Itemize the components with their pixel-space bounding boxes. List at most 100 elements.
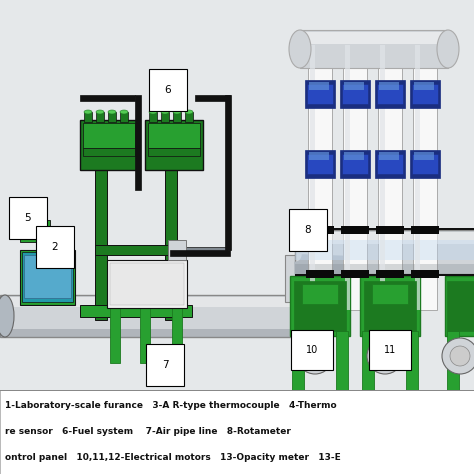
Bar — [168, 240, 186, 260]
Bar — [415, 45, 420, 310]
Bar — [414, 152, 434, 160]
Bar — [305, 80, 335, 108]
Bar — [379, 82, 399, 90]
Bar — [140, 308, 150, 363]
Bar — [445, 276, 474, 336]
Bar — [376, 270, 404, 278]
Text: 1-Laboratory-scale furance   3-A R-type thermocouple   4-Thermo: 1-Laboratory-scale furance 3-A R-type th… — [5, 401, 337, 410]
Bar — [295, 230, 474, 274]
Bar — [341, 270, 369, 278]
Bar — [294, 281, 346, 331]
Ellipse shape — [120, 110, 128, 114]
Bar — [120, 112, 128, 122]
Bar — [177, 247, 227, 253]
Bar — [95, 245, 177, 255]
Ellipse shape — [161, 110, 169, 114]
Text: 10: 10 — [306, 345, 318, 355]
Text: 7: 7 — [162, 360, 168, 370]
Bar — [344, 152, 364, 160]
Text: 2: 2 — [52, 242, 58, 252]
Text: 11: 11 — [384, 345, 396, 355]
Bar — [83, 148, 135, 156]
Bar — [308, 45, 332, 310]
Ellipse shape — [84, 110, 92, 114]
Bar — [170, 250, 230, 256]
Bar — [107, 260, 187, 308]
Bar — [20, 250, 75, 305]
Bar — [376, 226, 404, 234]
Text: 5: 5 — [25, 213, 31, 223]
Bar — [185, 112, 193, 122]
Bar — [0, 329, 300, 337]
Bar — [336, 331, 348, 401]
Bar — [302, 284, 338, 304]
Ellipse shape — [173, 110, 181, 114]
Bar — [148, 148, 200, 156]
Bar — [110, 263, 184, 305]
Bar — [80, 120, 138, 170]
Bar — [406, 331, 418, 401]
Bar — [344, 82, 364, 90]
Bar — [173, 112, 181, 122]
Bar — [83, 123, 135, 148]
Bar — [413, 45, 437, 310]
Ellipse shape — [437, 30, 459, 68]
Bar — [377, 84, 403, 104]
Circle shape — [297, 338, 333, 374]
Text: re sensor   6-Fuel system    7-Air pipe line   8-Rotameter: re sensor 6-Fuel system 7-Air pipe line … — [5, 428, 291, 437]
Bar — [345, 45, 350, 310]
Bar — [411, 226, 439, 234]
Bar — [145, 120, 203, 170]
Bar — [0, 390, 474, 474]
Ellipse shape — [289, 30, 311, 68]
Bar — [0, 297, 300, 307]
Bar — [372, 284, 408, 304]
Bar — [412, 154, 438, 174]
Text: 6: 6 — [164, 85, 171, 95]
Bar — [285, 255, 325, 302]
Bar — [295, 228, 474, 230]
Bar — [295, 232, 474, 244]
Bar — [362, 331, 374, 401]
Text: 8: 8 — [305, 225, 311, 235]
Bar — [149, 112, 157, 122]
Bar — [300, 30, 448, 68]
Bar — [341, 226, 369, 234]
Bar — [307, 84, 333, 104]
Text: ontrol panel   10,11,12-Electrical motors   13-Opacity meter   13-E: ontrol panel 10,11,12-Electrical motors … — [5, 454, 341, 463]
Bar — [290, 276, 350, 336]
Bar — [22, 252, 73, 302]
Bar — [375, 80, 405, 108]
Bar — [310, 45, 315, 310]
Bar — [364, 281, 416, 331]
Bar — [292, 331, 304, 401]
Bar — [375, 150, 405, 178]
Bar — [342, 154, 368, 174]
Bar — [306, 226, 334, 234]
Bar — [410, 150, 440, 178]
Bar — [225, 95, 231, 250]
Bar — [0, 295, 300, 337]
Bar — [0, 390, 474, 474]
Bar — [305, 150, 335, 178]
Bar — [378, 45, 402, 310]
Bar — [377, 154, 403, 174]
Bar — [295, 274, 474, 276]
Bar — [148, 123, 200, 148]
Circle shape — [367, 338, 403, 374]
Bar — [195, 95, 230, 101]
Circle shape — [305, 346, 325, 366]
Bar — [447, 281, 474, 331]
Bar — [307, 154, 333, 174]
Bar — [165, 155, 177, 320]
Bar — [309, 152, 329, 160]
Bar — [161, 112, 169, 122]
Bar — [340, 150, 370, 178]
Bar — [410, 80, 440, 108]
Ellipse shape — [0, 295, 14, 337]
Bar — [0, 390, 474, 391]
Bar — [84, 112, 92, 122]
Bar — [343, 45, 367, 310]
Bar — [447, 331, 459, 401]
Bar — [96, 112, 104, 122]
